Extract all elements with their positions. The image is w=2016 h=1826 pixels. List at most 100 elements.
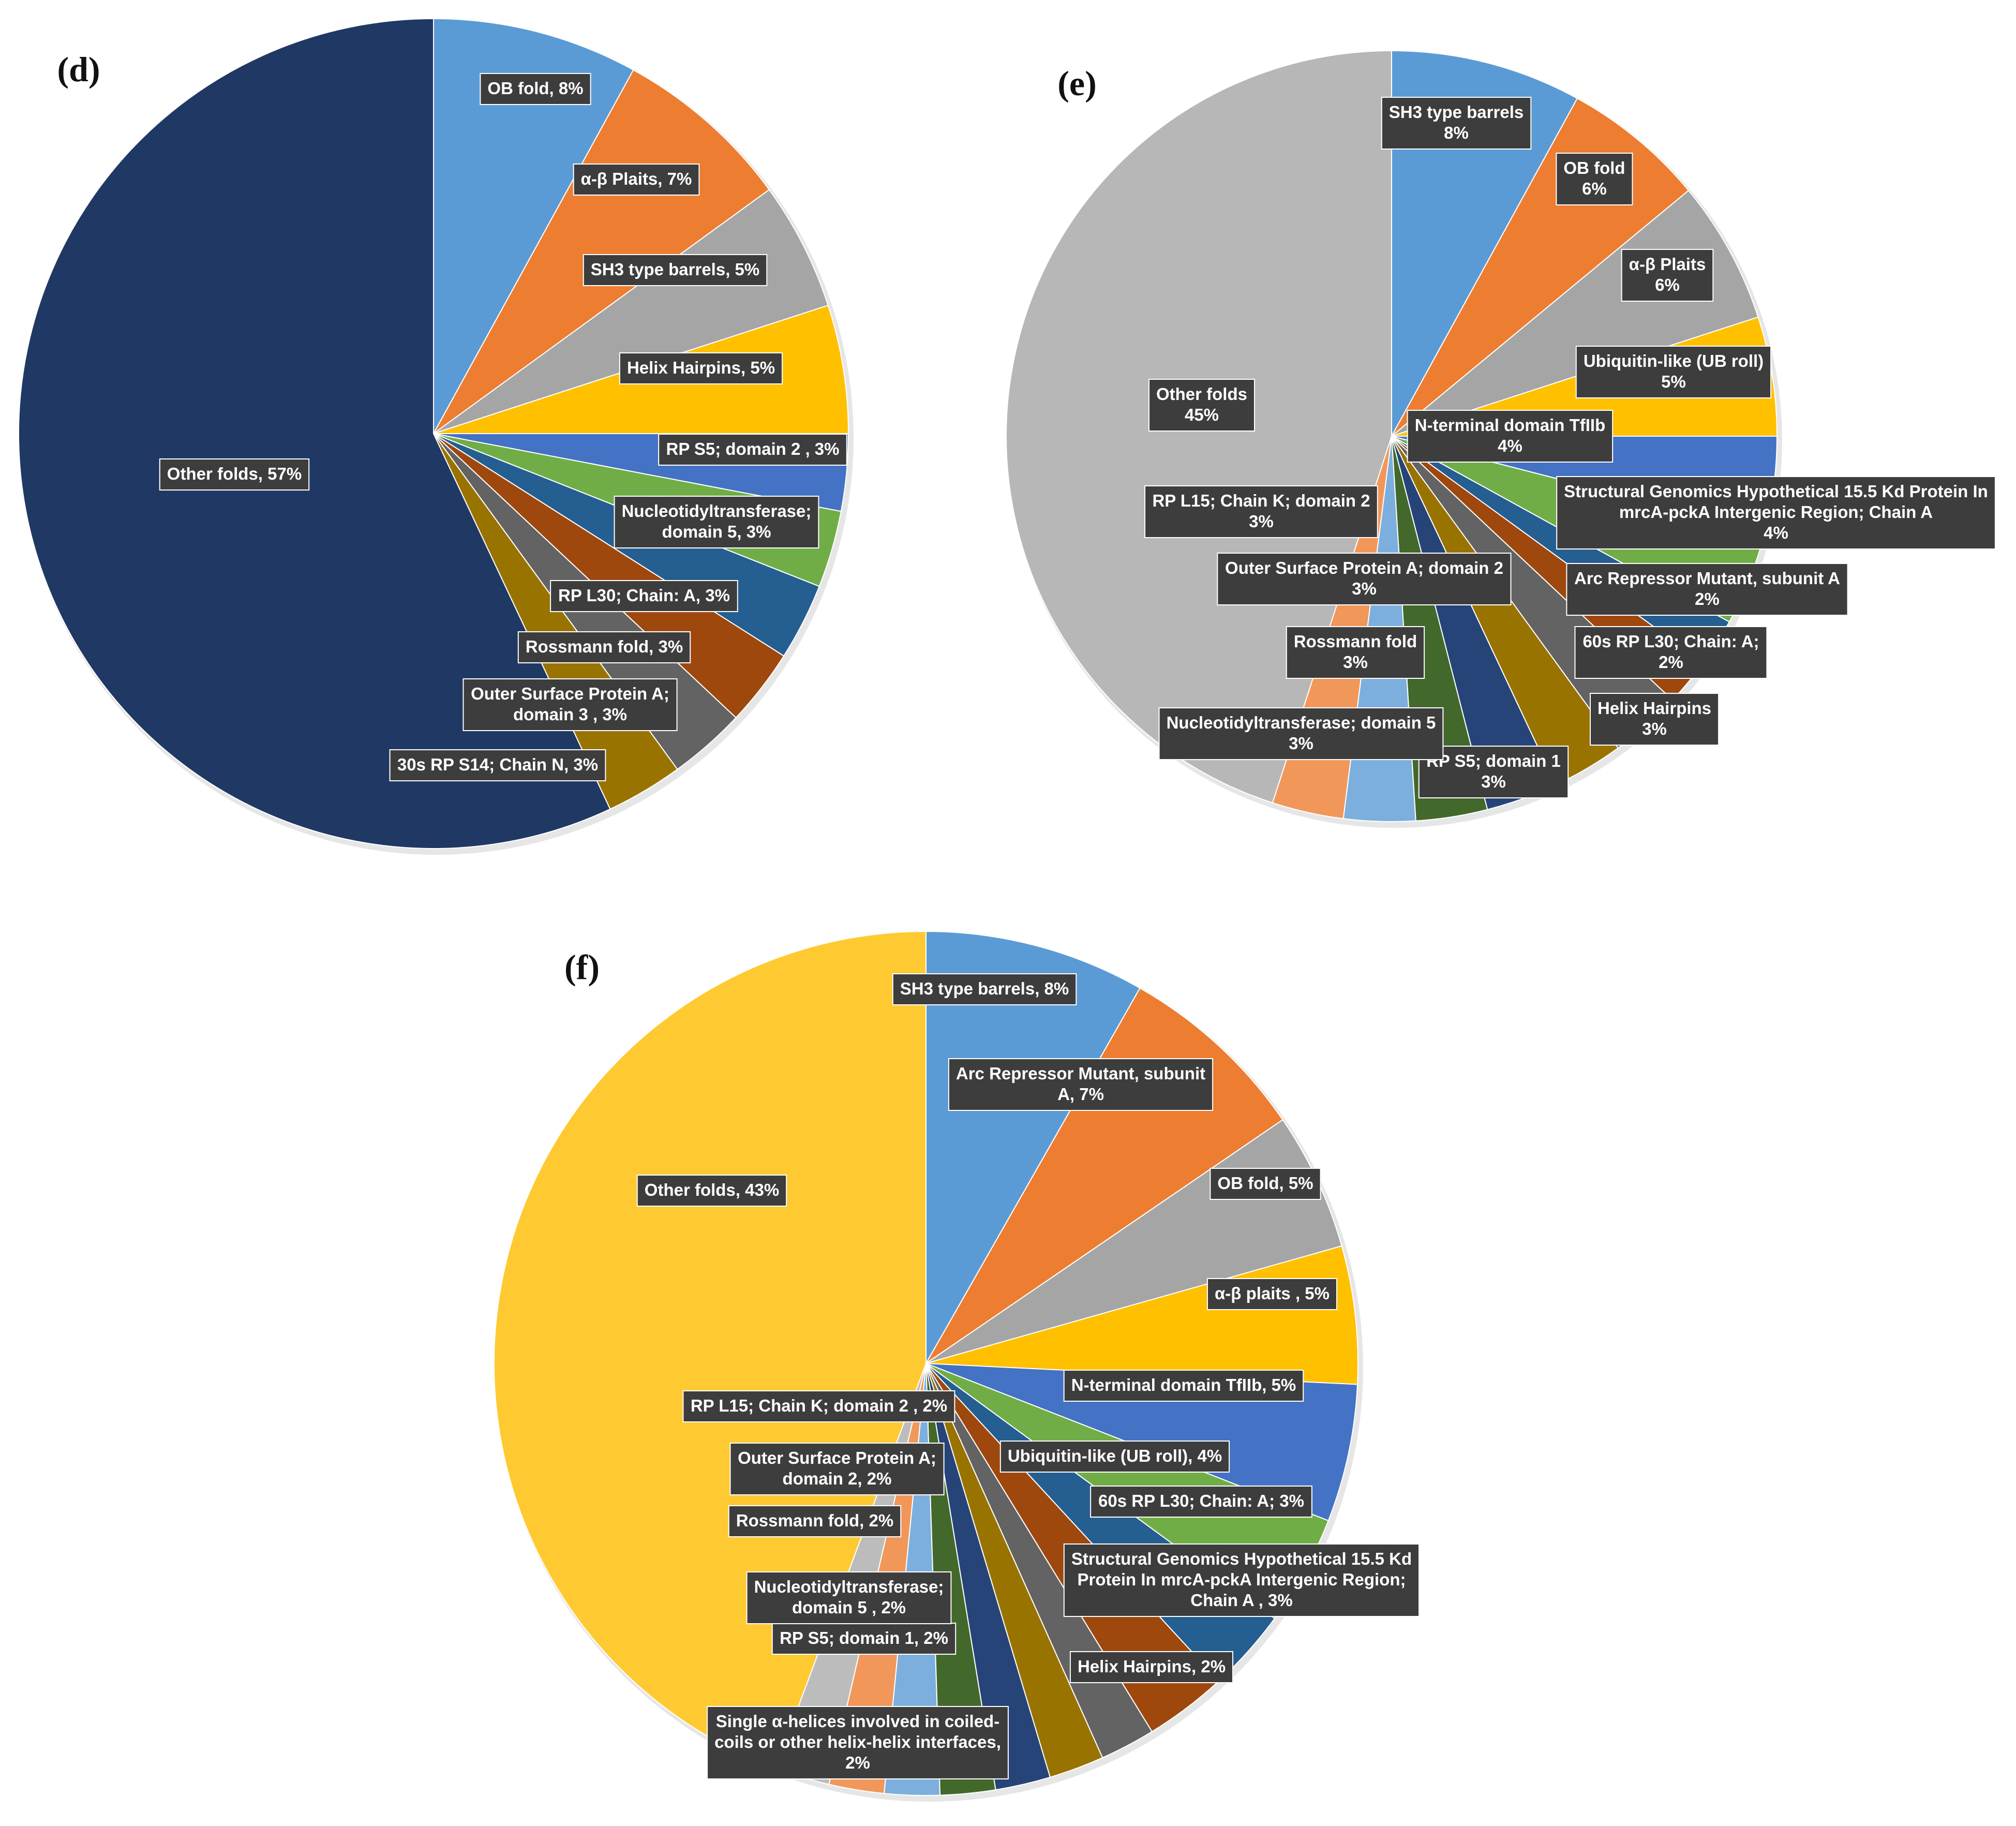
- data-label-rp-s5-domain-2: RP S5; domain 2 , 3%: [658, 434, 847, 466]
- data-label-text: Other folds, 57%: [167, 464, 302, 483]
- data-label-box: [159, 458, 310, 491]
- data-label-text: RP S5; domain 1, 2%: [780, 1628, 948, 1647]
- data-label-text: OB fold, 5%: [1217, 1174, 1313, 1193]
- data-label-structural-genomics-hypothetical-15-5-kd-protein-in-mrca-pcka-intergenic-region-chain-a: Structural Genomics Hypothetical 15.5 Kd…: [1063, 1543, 1420, 1617]
- data-label-60s-rp-l30-chain-a: 60s RP L30; Chain: A;2%: [1574, 626, 1768, 679]
- data-label-text: Helix Hairpins, 5%: [627, 358, 775, 377]
- data-label-text: Nucleotidyltransferase;: [754, 1577, 944, 1596]
- data-label-text: N-terminal domain TfIIb, 5%: [1071, 1375, 1296, 1394]
- data-label-text: OB fold, 8%: [487, 79, 583, 98]
- pie-chart-d: (d) OB fold, 8% α-β Plaits, 7% SH3 type bar…: [18, 18, 854, 855]
- panel-letter: (e): [1057, 64, 1096, 103]
- data-label-arc-repressor-mutant-subunit-a: Arc Repressor Mutant, subunit A, 7%: [948, 1058, 1214, 1111]
- data-label-ob-fold: OB fold, 5%: [1209, 1168, 1321, 1200]
- data-label-n-terminal-domain-tfiib: N-terminal domain TfIIb, 5%: [1063, 1370, 1304, 1402]
- pie-slice-plaits: [433, 69, 770, 434]
- data-label-text: SH3 type barrels: [1389, 102, 1524, 122]
- data-label-outer-surface-protein-a-domain-2: Outer Surface Protein A; domain 2, 2%: [729, 1443, 945, 1495]
- data-label-nucleotidyltransferase-domain-5: Nucleotidyltransferase; domain 5 , 2%: [746, 1571, 952, 1624]
- data-label-text: 3%: [1343, 652, 1368, 672]
- data-label-text: Rossmann fold: [1294, 632, 1417, 651]
- data-label-outer-surface-protein-a-domain-3: Outer Surface Protein A; domain 3 , 3%: [462, 678, 678, 731]
- data-label-text: α-β Plaits: [1629, 255, 1706, 274]
- data-label-text: Other folds: [1156, 384, 1247, 404]
- data-label-text: 60s RP L30; Chain: A; 3%: [1098, 1491, 1304, 1510]
- data-label-box: [1217, 553, 1512, 605]
- data-label-box: [771, 1623, 957, 1655]
- data-label-text: Ubiquitin-like (UB roll): [1584, 351, 1764, 370]
- data-label-box: [619, 352, 783, 384]
- data-label-box: [1148, 379, 1255, 432]
- data-label-ob-fold: OB fold 6%: [1556, 153, 1633, 205]
- data-label-plaits: α-β plaits , 5%: [1207, 1278, 1337, 1310]
- data-label-text: 2%: [1695, 589, 1720, 608]
- data-label-box: [1209, 1168, 1321, 1200]
- data-label-text: 6%: [1582, 179, 1607, 198]
- data-label-box: [1621, 249, 1714, 302]
- data-label-rp-l30-chain-a: RP L30; Chain: A, 3%: [550, 580, 738, 612]
- data-label-box: [1566, 563, 1848, 616]
- data-label-text: Other folds, 43%: [645, 1180, 779, 1199]
- data-label-text: Protein In mrcA-pckA Intergenic Region;: [1077, 1570, 1406, 1589]
- data-label-text: Outer Surface Protein A; domain 2: [1225, 558, 1503, 577]
- data-label-text: domain 2, 2%: [783, 1469, 892, 1488]
- data-label-text: domain 3 , 3%: [513, 705, 627, 724]
- data-label-text: Nucleotidyltransferase; domain 5: [1167, 713, 1436, 732]
- data-label-rp-s5-domain-1: RP S5; domain 1 3%: [1418, 746, 1569, 798]
- data-label-text: 45%: [1185, 405, 1219, 424]
- data-label-text: Ubiquitin-like (UB roll), 4%: [1008, 1446, 1222, 1465]
- data-label-box: [746, 1571, 952, 1624]
- data-label-text: RP L30; Chain: A, 3%: [558, 586, 730, 605]
- data-label-single-helices-involved-in-coiled-coils-or-other-helix-helix-interfaces: Single α-helices involved in coiled-coil…: [707, 1706, 1009, 1779]
- data-label-box: [1407, 410, 1614, 463]
- data-label-text: 3%: [1249, 512, 1274, 531]
- data-label-box: [999, 1441, 1230, 1473]
- data-label-arc-repressor-mutant-subunit-a: Arc Repressor Mutant, subunit A2%: [1566, 563, 1848, 616]
- pie-chart-f: (f) SH3 type barrels, 8% Arc Repressor Mut…: [494, 930, 1420, 1802]
- data-label-text: Rossmann fold, 3%: [526, 637, 683, 656]
- data-label-sh3-type-barrels: SH3 type barrels, 8%: [892, 973, 1077, 1005]
- data-label-helix-hairpins: Helix Hairpins, 2%: [1069, 1651, 1233, 1683]
- data-label-box: [480, 73, 591, 105]
- pie-slice-other-folds: [494, 930, 927, 1769]
- data-label-ubiquitin-like-ub-roll: Ubiquitin-like (UB roll), 4%: [999, 1441, 1230, 1473]
- data-label-text: coils or other helix-helix interfaces,: [714, 1732, 1001, 1751]
- data-label-text: Helix Hairpins, 2%: [1078, 1657, 1226, 1676]
- data-label-box: [1063, 1543, 1420, 1617]
- data-label-text: 4%: [1764, 523, 1788, 542]
- data-label-rp-l15-chain-k-domain-2: RP L15; Chain K; domain 2 , 2%: [682, 1390, 955, 1422]
- data-label-box: [1144, 485, 1378, 538]
- data-label-text: 8%: [1444, 123, 1469, 142]
- data-label-box: [707, 1706, 1009, 1779]
- data-label-box: [1556, 476, 1996, 550]
- data-label-structural-genomics-hypothetical-15-5-kd-protein-in-mrca-pcka-intergenic-region-chain-a: Structural Genomics Hypothetical 15.5 Kd…: [1556, 476, 1996, 550]
- data-label-box: [1286, 626, 1425, 679]
- data-label-text: OB fold: [1563, 158, 1625, 177]
- data-label-text: Helix Hairpins: [1597, 699, 1711, 718]
- data-label-text: α-β Plaits, 7%: [581, 169, 692, 188]
- data-label-box: [1069, 1651, 1233, 1683]
- data-label-60s-rp-l30-chain-a: 60s RP L30; Chain: A; 3%: [1090, 1486, 1312, 1518]
- data-label-text: 6%: [1655, 275, 1680, 294]
- data-label-rp-s5-domain-1: RP S5; domain 1, 2%: [771, 1623, 957, 1655]
- data-label-box: [550, 580, 738, 612]
- data-label-nucleotidyltransferase-domain-5: Nucleotidyltransferase;domain 5, 3%: [614, 496, 819, 548]
- data-label-text: RP L15; Chain K; domain 2 , 2%: [691, 1396, 947, 1415]
- data-label-text: RP S5; domain 2 , 3%: [666, 439, 840, 458]
- data-label-box: [1418, 746, 1569, 798]
- data-label-box: [1381, 97, 1532, 150]
- pie-slice-other-folds: [18, 18, 611, 849]
- data-label-text: N-terminal domain TfIIb: [1415, 415, 1606, 435]
- data-label-text: Outer Surface Protein A;: [738, 1448, 936, 1467]
- data-label-box: [729, 1443, 945, 1495]
- pie-slice-sh3-type-barrels: [925, 930, 1141, 1365]
- data-label-text: SH3 type barrels, 8%: [900, 979, 1069, 998]
- data-label-outer-surface-protein-a-domain-2: Outer Surface Protein A; domain 2 3%: [1217, 553, 1512, 605]
- data-label-text: Outer Surface Protein A;: [471, 684, 669, 703]
- data-label-text: 2%: [845, 1753, 870, 1772]
- data-label-plaits: α-β Plaits, 7%: [573, 164, 700, 196]
